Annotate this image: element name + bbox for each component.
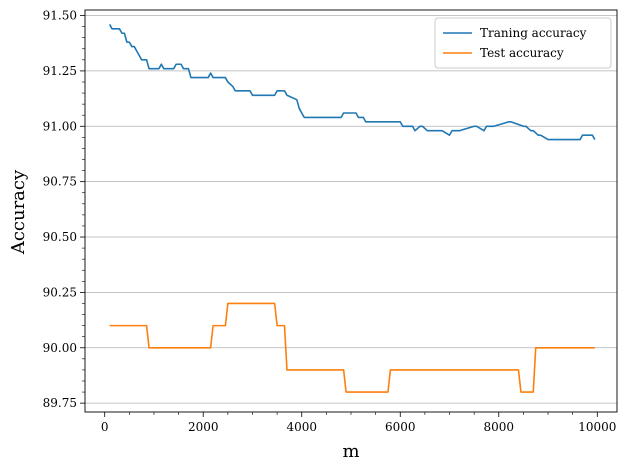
y-tick-label: 91.00	[43, 119, 77, 133]
x-tick-label: 6000	[385, 420, 416, 434]
series-lines	[108, 24, 596, 393]
x-axis-ticks: 0 2000 4000 6000 8000 10000	[101, 412, 616, 434]
y-tick-label: 90.25	[43, 285, 77, 299]
x-tick-label: 10000	[578, 420, 616, 434]
series-line-test	[109, 302, 595, 393]
x-tick-label: 4000	[286, 420, 317, 434]
y-tick-label: 90.00	[43, 341, 77, 355]
y-tick-label: 89.75	[43, 396, 77, 410]
y-tick-label: 90.50	[43, 230, 77, 244]
legend-label-training: Traning accuracy	[480, 26, 587, 40]
y-axis-ticks: 89.75 90.00 90.25 90.50 90.75 91.00 91.25 91.50	[43, 9, 85, 410]
y-axis-label: Accuracy	[8, 169, 29, 255]
series-line-training	[108, 24, 596, 141]
legend-box	[434, 17, 612, 69]
x-tick-label: 2000	[188, 420, 219, 434]
y-tick-label: 91.25	[43, 64, 77, 78]
x-axis-label: m	[342, 441, 359, 462]
legend: Traning accuracy Test accuracy	[434, 17, 612, 69]
x-tick-label: 8000	[484, 420, 515, 434]
legend-label-test: Test accuracy	[480, 46, 564, 60]
x-tick-label: 0	[101, 420, 109, 434]
y-tick-label: 90.75	[43, 175, 77, 189]
y-tick-label: 91.50	[43, 9, 77, 23]
